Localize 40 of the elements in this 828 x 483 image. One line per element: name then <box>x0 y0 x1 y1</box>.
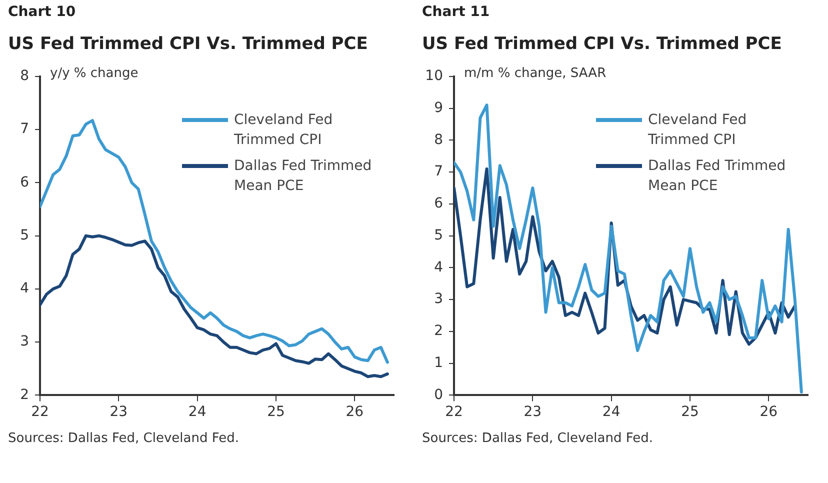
chart-title: US Fed Trimmed CPI Vs. Trimmed PCE <box>8 34 368 54</box>
x-tick-label: 22 <box>445 404 463 420</box>
y-tick-label: 5 <box>20 227 29 244</box>
y-axis-title: y/y % change <box>50 66 138 81</box>
x-tick-label: 23 <box>110 404 128 420</box>
legend-label: Dallas Fed Trimmed Mean PCE <box>648 157 787 196</box>
x-tick-label: 26 <box>346 404 364 420</box>
x-tick-label: 24 <box>602 404 620 420</box>
y-tick-label: 3 <box>434 291 443 308</box>
y-tick-label: 0 <box>434 386 443 403</box>
chart-subtitle: Chart 11 <box>422 4 490 20</box>
y-tick-label: 9 <box>434 100 443 116</box>
chart-title: US Fed Trimmed CPI Vs. Trimmed PCE <box>422 34 782 54</box>
x-tick-label: 22 <box>31 404 49 420</box>
source-note: Sources: Dallas Fed, Cleveland Fed. <box>8 430 240 448</box>
y-tick-label: 2 <box>20 386 29 403</box>
legend-label: Cleveland Fed Trimmed CPI <box>648 111 748 150</box>
legend-label: Cleveland Fed Trimmed CPI <box>234 111 334 150</box>
y-tick-label: 8 <box>20 68 29 84</box>
x-tick-label: 24 <box>188 404 206 420</box>
legend-label: Dallas Fed Trimmed Mean PCE <box>234 157 373 196</box>
y-tick-label: 7 <box>434 164 443 180</box>
y-tick-label: 4 <box>434 259 444 276</box>
x-tick-label: 23 <box>524 404 542 420</box>
x-tick-label: 25 <box>267 404 285 420</box>
x-tick-label: 26 <box>760 404 778 420</box>
y-tick-label: 6 <box>434 196 444 212</box>
y-tick-label: 7 <box>20 121 29 138</box>
chart-subtitle: Chart 10 <box>8 4 76 20</box>
y-axis-title: m/m % change, SAAR <box>464 66 606 81</box>
y-tick-label: 5 <box>434 227 443 244</box>
source-note: Sources: Dallas Fed, Cleveland Fed. <box>422 430 654 448</box>
y-tick-label: 2 <box>434 323 443 340</box>
x-tick-label: 25 <box>681 404 699 420</box>
y-tick-label: 10 <box>425 68 443 84</box>
y-tick-label: 8 <box>434 132 443 148</box>
y-tick-label: 6 <box>20 174 30 190</box>
y-tick-label: 3 <box>20 334 29 350</box>
y-tick-label: 1 <box>434 354 443 371</box>
y-tick-label: 4 <box>20 280 30 297</box>
